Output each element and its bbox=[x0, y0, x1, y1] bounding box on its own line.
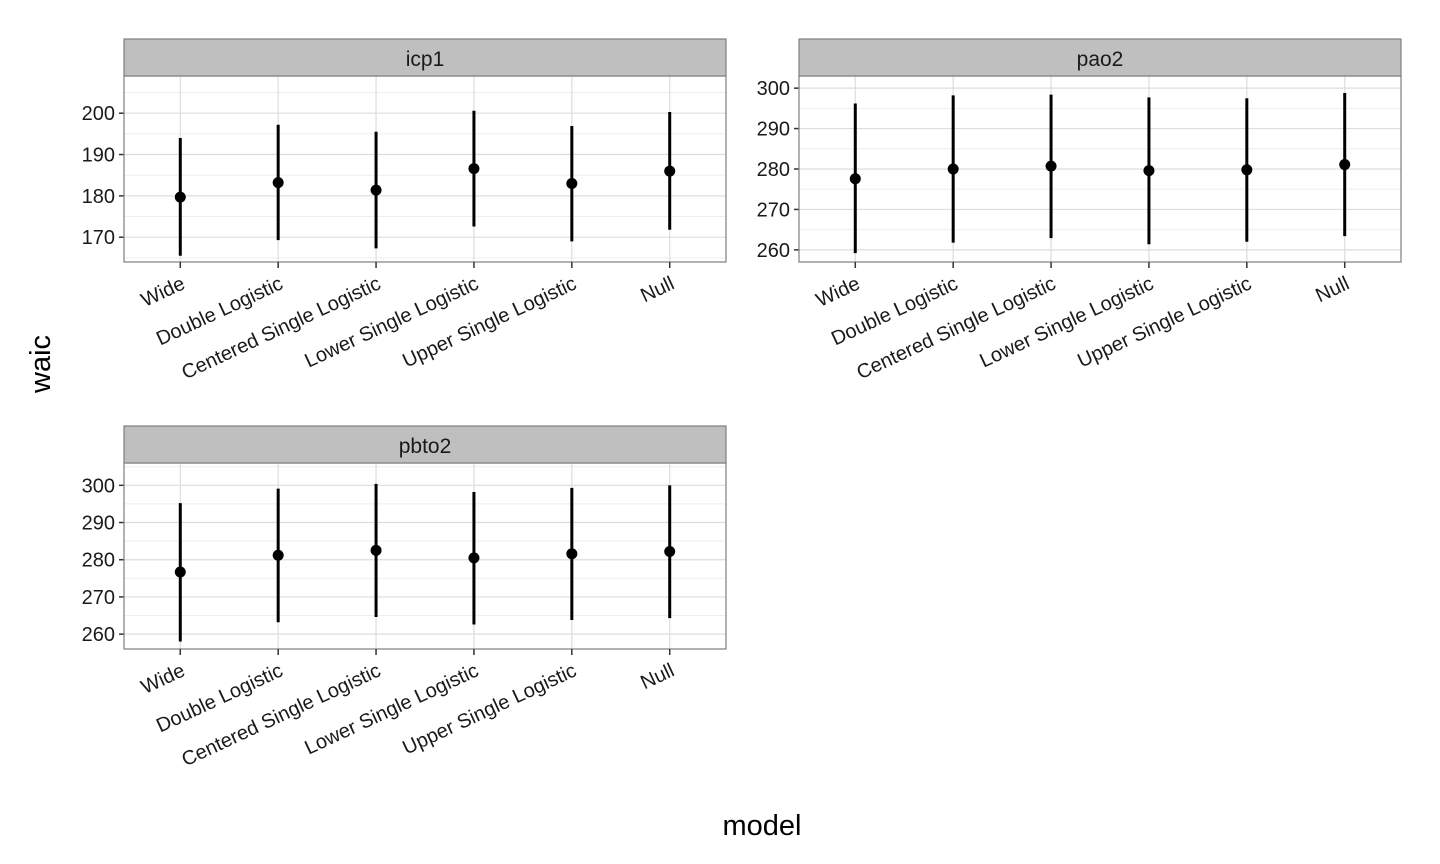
y-tick-label: 280 bbox=[82, 550, 115, 572]
point-null bbox=[664, 165, 676, 177]
y-tick-label: 270 bbox=[82, 587, 115, 609]
point-double-logistic bbox=[947, 163, 959, 175]
y-tick-label: 260 bbox=[757, 240, 790, 262]
x-tick-label-wide: Wide bbox=[138, 273, 189, 312]
y-tick-label: 280 bbox=[757, 159, 790, 181]
y-tick-label: 260 bbox=[82, 624, 115, 646]
strip-label: pbto2 bbox=[399, 435, 452, 458]
point-null bbox=[1339, 159, 1351, 171]
x-tick-label-lower-single-logistic: Lower Single Logistic bbox=[976, 273, 1157, 373]
point-upper-single-logistic bbox=[566, 177, 578, 189]
y-tick-label: 300 bbox=[757, 78, 790, 100]
point-upper-single-logistic bbox=[566, 548, 578, 560]
x-tick-label-null: Null bbox=[637, 273, 678, 307]
point-double-logistic bbox=[272, 177, 284, 189]
panel-background bbox=[124, 76, 726, 262]
y-tick-label: 290 bbox=[757, 119, 790, 141]
x-tick-label-lower-single-logistic: Lower Single Logistic bbox=[301, 660, 482, 760]
point-double-logistic bbox=[272, 549, 284, 561]
x-tick-label-null: Null bbox=[637, 660, 678, 694]
strip-background bbox=[798, 38, 1402, 77]
x-tick-label-wide: Wide bbox=[813, 273, 864, 312]
y-tick-label: 190 bbox=[82, 145, 115, 167]
point-wide bbox=[849, 173, 861, 185]
point-centered-single-logistic bbox=[370, 184, 382, 196]
point-lower-single-logistic bbox=[468, 552, 480, 564]
y-tick-label: 270 bbox=[757, 199, 790, 221]
x-tick-label-null: Null bbox=[1312, 273, 1353, 307]
point-lower-single-logistic bbox=[1143, 165, 1155, 177]
strip-label: icp1 bbox=[406, 48, 445, 71]
point-lower-single-logistic bbox=[468, 163, 480, 175]
x-tick-label-lower-single-logistic: Lower Single Logistic bbox=[301, 273, 482, 373]
strip-background bbox=[123, 38, 727, 77]
panel-background bbox=[124, 463, 726, 649]
x-tick-label-upper-single-logistic: Upper Single Logistic bbox=[399, 660, 580, 760]
point-null bbox=[664, 546, 676, 558]
y-tick-label: 290 bbox=[82, 513, 115, 535]
y-tick-label: 170 bbox=[82, 227, 115, 249]
y-tick-label: 200 bbox=[82, 103, 115, 125]
y-tick-label: 180 bbox=[82, 186, 115, 208]
point-wide bbox=[174, 191, 186, 203]
x-tick-label-upper-single-logistic: Upper Single Logistic bbox=[1074, 273, 1255, 373]
point-centered-single-logistic bbox=[1045, 160, 1057, 172]
point-centered-single-logistic bbox=[370, 544, 382, 556]
strip-label: pao2 bbox=[1077, 48, 1124, 71]
x-tick-label-upper-single-logistic: Upper Single Logistic bbox=[399, 273, 580, 373]
point-upper-single-logistic bbox=[1241, 164, 1253, 176]
y-tick-label: 300 bbox=[82, 475, 115, 497]
x-axis-title: model bbox=[723, 810, 802, 842]
x-tick-label-wide: Wide bbox=[138, 660, 189, 699]
y-axis-title: waic bbox=[25, 335, 57, 394]
strip-background bbox=[123, 425, 727, 464]
point-wide bbox=[174, 566, 186, 578]
